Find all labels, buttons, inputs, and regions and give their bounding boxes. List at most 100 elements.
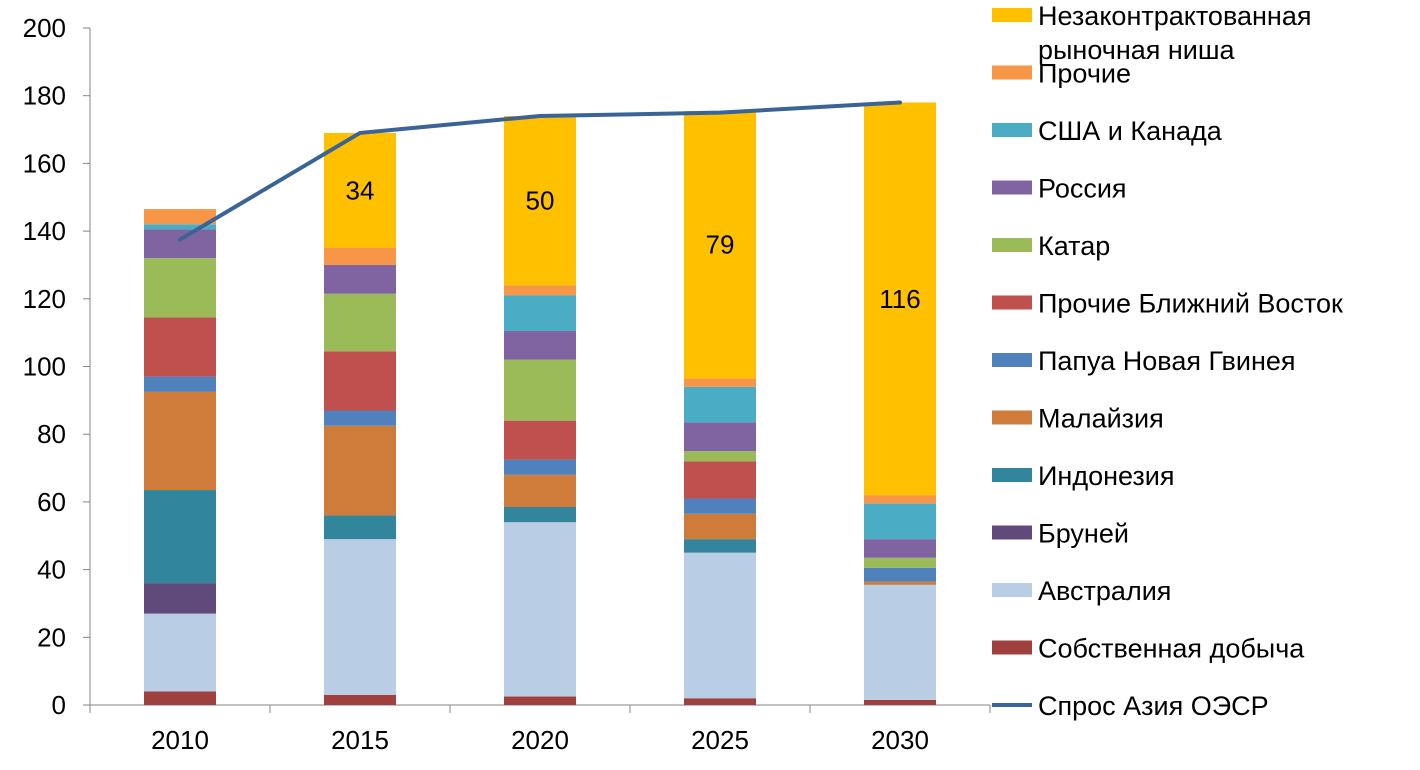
legend-label: Спрос Азия ОЭСР <box>1038 691 1269 721</box>
bar-segment <box>144 209 216 225</box>
legend-label: Австралия <box>1038 576 1171 606</box>
bar-segment <box>144 317 216 377</box>
bar-segment <box>504 696 576 705</box>
data-label: 116 <box>879 284 920 314</box>
bar-segment <box>684 110 756 379</box>
bar-segment <box>144 229 216 259</box>
bar-segment <box>144 376 216 392</box>
legend-item: Незаконтрактованная рыночная ниша <box>992 1 1311 65</box>
bar-segment <box>504 506 576 523</box>
legend-item: Прочие Ближний Восток <box>992 289 1343 319</box>
legend-item: Собственная добыча <box>992 634 1305 664</box>
legend-item: Прочие <box>992 59 1131 89</box>
bar-segment <box>864 581 936 585</box>
x-axis: 2010 2015 2020 2025 2030 <box>89 704 991 755</box>
legend-item: Катар <box>992 231 1110 261</box>
legend-swatch <box>992 8 1032 22</box>
bar-segment <box>684 386 756 423</box>
bar-segment <box>504 295 576 331</box>
bar-segment <box>684 513 756 540</box>
y-tick-label: 160 <box>23 148 66 178</box>
bar-segment <box>144 613 216 692</box>
data-label: 79 <box>706 230 735 260</box>
bar-segment <box>324 425 396 516</box>
bar-segment <box>144 391 216 491</box>
bar-segment <box>324 264 396 294</box>
bar-segment <box>864 699 936 705</box>
legend-swatch <box>992 583 1032 597</box>
y-tick-label: 20 <box>37 622 66 652</box>
demand-line-path <box>178 100 902 242</box>
bar-segment <box>684 378 756 387</box>
bar-segment <box>864 495 936 504</box>
bar-segment <box>324 293 396 352</box>
demand-line <box>178 100 902 242</box>
bar-segment <box>864 567 936 582</box>
bar-segment <box>504 522 576 697</box>
x-tick-label: 2020 <box>511 725 569 755</box>
bar-segment <box>324 539 396 695</box>
legend-label: США и Канада <box>1038 116 1223 146</box>
bar-segment <box>684 461 756 499</box>
bar-segment <box>864 557 936 568</box>
bar-segment <box>504 420 576 460</box>
legend-swatch <box>992 353 1032 367</box>
legend-item: Малайзия <box>992 404 1164 434</box>
x-tick-label: 2030 <box>871 725 929 755</box>
bar-segment <box>324 351 396 411</box>
bar-segment <box>144 258 216 318</box>
legend-swatch <box>992 640 1032 655</box>
bar-segment <box>504 359 576 421</box>
legend-item: США и Канада <box>992 116 1223 146</box>
bar-segment <box>864 503 936 540</box>
x-tick-label: 2010 <box>151 725 209 755</box>
bar-segment <box>504 285 576 296</box>
bar-segment <box>504 330 576 360</box>
bar-segment <box>684 422 756 452</box>
x-tick-label: 2025 <box>691 725 749 755</box>
legend-label: Россия <box>1038 174 1127 204</box>
bar-segment <box>684 698 756 705</box>
legend-swatch <box>992 65 1032 80</box>
legend-swatch <box>992 238 1032 252</box>
bar-segment <box>324 410 396 426</box>
y-tick-label: 80 <box>37 419 66 449</box>
y-tick-label: 0 <box>52 690 66 720</box>
bar-segment <box>144 224 216 230</box>
bar-segment <box>144 583 216 614</box>
legend-swatch <box>992 410 1032 425</box>
legend-label: Прочие Ближний Восток <box>1038 289 1343 319</box>
bar-segment <box>324 132 396 249</box>
data-labels: 34 50 79 116 <box>346 175 921 313</box>
bar-segment <box>684 451 756 462</box>
data-label: 50 <box>526 186 555 216</box>
y-tick-label: 60 <box>37 487 66 517</box>
bar-segment <box>864 584 936 700</box>
legend-swatch <box>992 123 1032 137</box>
legend-item: Россия <box>992 174 1127 204</box>
bar-segment <box>864 539 936 558</box>
bar-segment <box>684 498 756 514</box>
legend-swatch <box>992 468 1032 482</box>
bar-segment <box>504 459 576 475</box>
bar-stacks <box>144 102 936 705</box>
legend-swatch <box>992 525 1032 540</box>
legend-label: Малайзия <box>1038 404 1164 434</box>
bar-segment <box>504 116 576 286</box>
y-tick-label: 140 <box>23 216 66 246</box>
bar-segment <box>144 691 216 705</box>
legend-label: Бруней <box>1038 519 1129 549</box>
legend-swatch <box>992 295 1032 310</box>
legend-item: Бруней <box>992 519 1129 549</box>
bar-segment <box>504 474 576 507</box>
bar-segment <box>684 539 756 553</box>
bar-segment <box>324 515 396 540</box>
y-tick-label: 120 <box>23 284 66 314</box>
data-label: 34 <box>346 175 375 205</box>
legend-item: Спрос Азия ОЭСР <box>992 691 1269 721</box>
legend-label: Незаконтрактованная <box>1038 1 1311 31</box>
bar-segment <box>684 552 756 699</box>
legend-item: Индонезия <box>992 461 1175 491</box>
